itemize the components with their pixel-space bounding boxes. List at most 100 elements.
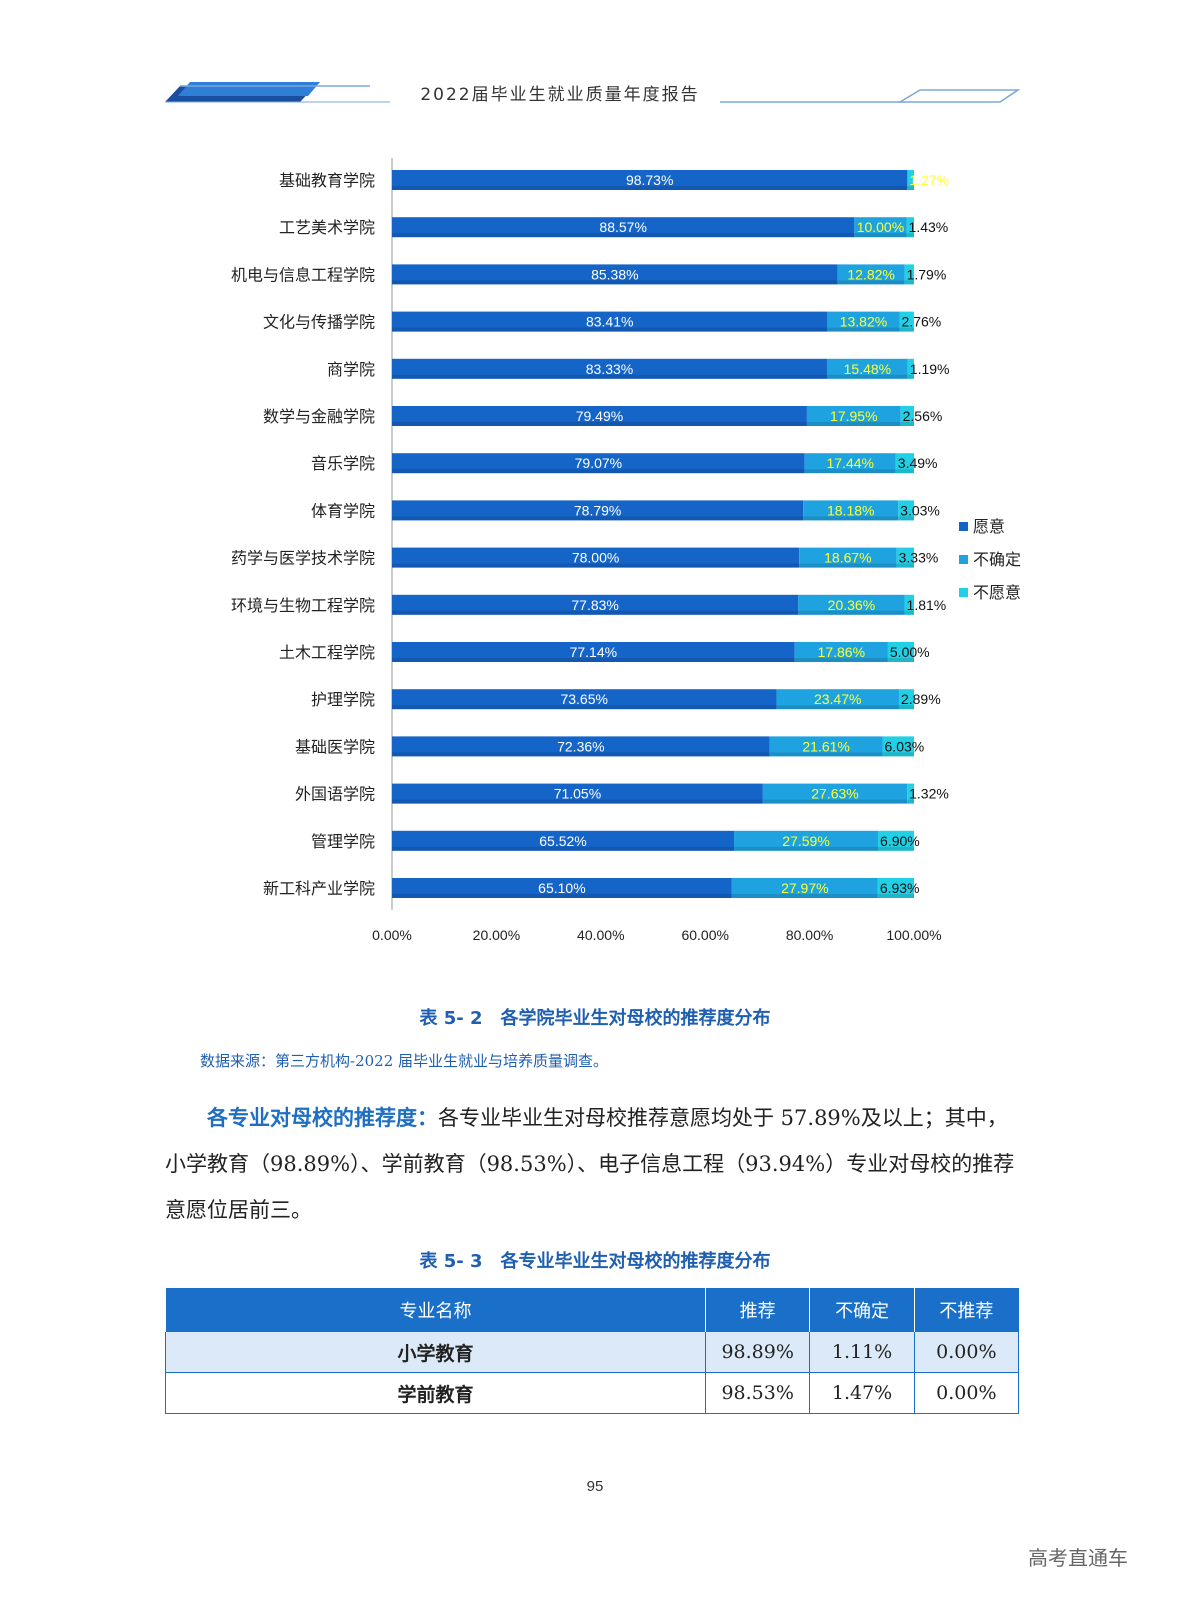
bar-segment-shade xyxy=(794,658,888,662)
bar-segment-shade xyxy=(392,516,804,521)
bar-segment xyxy=(906,217,914,238)
data-label: 77.83% xyxy=(571,597,618,613)
body-paragraph: 各专业对母校的推荐度：各专业毕业生对母校推荐意愿均处于 57.89%及以上；其中… xyxy=(165,1095,1025,1233)
bar-segment xyxy=(806,406,901,426)
bar-segment-shade xyxy=(392,374,827,379)
bar-segment xyxy=(896,547,914,568)
category-label: 体育学院 xyxy=(311,501,375,520)
bar-segment xyxy=(392,264,838,285)
bar-segment xyxy=(882,736,914,757)
bar-segment xyxy=(907,783,914,804)
bar-segment-shade xyxy=(900,422,914,426)
bar-segment xyxy=(392,311,828,332)
bar-segment xyxy=(392,736,770,757)
bar-segment xyxy=(734,830,879,851)
bar-segment-shade xyxy=(392,233,855,238)
bar-segment-shade xyxy=(731,894,878,898)
legend-swatch xyxy=(959,555,968,564)
bar-segment xyxy=(837,264,905,285)
bar-segment xyxy=(877,878,914,898)
bar-segment xyxy=(900,406,914,426)
bar-segment-shade xyxy=(392,186,908,190)
bar-segment-shade xyxy=(899,327,914,332)
category-label: 基础教育学院 xyxy=(279,171,375,190)
bar-segment xyxy=(798,594,905,615)
bar-segment-shade xyxy=(898,516,914,521)
data-label: 21.61% xyxy=(802,738,849,754)
bar-segment-shade xyxy=(392,658,795,662)
paragraph-lead: 各专业对母校的推荐度： xyxy=(207,1105,438,1130)
header-recommend: 推荐 xyxy=(704,1288,810,1332)
bar-segment-shade xyxy=(896,563,914,568)
bar-segment-shade xyxy=(392,280,838,285)
data-label: 2.56% xyxy=(903,408,943,424)
x-tick-label: 40.00% xyxy=(577,927,624,943)
category-label: 音乐学院 xyxy=(311,454,375,473)
header-decoration xyxy=(165,82,1021,103)
bar-segment-shade xyxy=(392,610,799,615)
category-label: 土木工程学院 xyxy=(279,643,375,662)
data-label: 27.59% xyxy=(782,833,829,849)
bar-segment-shade xyxy=(907,374,914,379)
bar-segment xyxy=(804,453,896,474)
data-label: 1.79% xyxy=(907,266,947,282)
cell-recommend: 98.53% xyxy=(704,1372,811,1414)
data-label: 83.41% xyxy=(586,314,633,330)
bar-segment xyxy=(392,170,908,190)
data-label: 1.32% xyxy=(909,786,949,802)
legend-label: 愿意 xyxy=(973,517,1005,536)
bar-segment xyxy=(794,642,888,662)
data-label: 1.81% xyxy=(907,597,947,613)
data-label: 3.49% xyxy=(898,455,938,471)
bar-segment-shade xyxy=(392,422,807,426)
bar-segment xyxy=(907,358,914,379)
bar-segment xyxy=(392,217,855,238)
cell-major-name: 小学教育 xyxy=(165,1331,706,1373)
bar-segment xyxy=(392,783,763,804)
data-label: 88.57% xyxy=(599,219,646,235)
bar-segment xyxy=(392,547,800,568)
bar-segment-shade xyxy=(907,186,914,190)
bar-segment xyxy=(392,358,827,379)
category-label: 基础医学院 xyxy=(295,737,375,756)
data-label: 5.00% xyxy=(890,644,930,660)
data-label: 17.95% xyxy=(830,408,877,424)
bar-segment xyxy=(392,500,804,521)
bar-segment-shade xyxy=(826,374,908,379)
watermark: 高考直通车 xyxy=(1028,1546,1128,1570)
bar-segment-shade xyxy=(734,846,879,851)
bar-segment-shade xyxy=(854,233,907,238)
legend-swatch xyxy=(959,522,968,531)
bar-segment xyxy=(731,878,878,898)
bar-segment xyxy=(904,264,914,285)
bar-segment xyxy=(392,406,807,426)
bar-segment xyxy=(895,453,914,474)
x-tick-label: 80.00% xyxy=(786,927,833,943)
bar-segment-shade xyxy=(878,846,915,851)
bar-segment xyxy=(769,736,883,757)
data-label: 79.07% xyxy=(575,455,622,471)
data-label: 79.49% xyxy=(576,408,623,424)
data-label: 73.65% xyxy=(560,691,607,707)
x-tick-label: 0.00% xyxy=(372,927,412,943)
bar-segment-shade xyxy=(392,705,777,710)
bar-segment-shade xyxy=(804,469,896,474)
data-label: 27.63% xyxy=(811,786,858,802)
x-tick-label: 20.00% xyxy=(473,927,520,943)
category-label: 机电与信息工程学院 xyxy=(231,265,375,284)
cell-not-recommend: 0.00% xyxy=(913,1331,1020,1373)
bar-segment xyxy=(392,453,805,474)
data-label: 65.52% xyxy=(539,833,586,849)
data-label: 17.44% xyxy=(827,455,874,471)
bar-segment-shade xyxy=(904,280,914,285)
legend-label: 不确定 xyxy=(973,550,1021,569)
bar-segment xyxy=(899,311,914,332)
bar-segment xyxy=(898,689,915,710)
bar-segment-shade xyxy=(906,233,914,238)
category-label: 文化与传播学院 xyxy=(263,313,375,332)
data-label: 77.14% xyxy=(570,644,617,660)
data-label: 20.36% xyxy=(828,597,875,613)
bar-segment-shade xyxy=(798,610,905,615)
data-label: 10.00% xyxy=(857,219,904,235)
header-unsure: 不确定 xyxy=(809,1288,915,1332)
